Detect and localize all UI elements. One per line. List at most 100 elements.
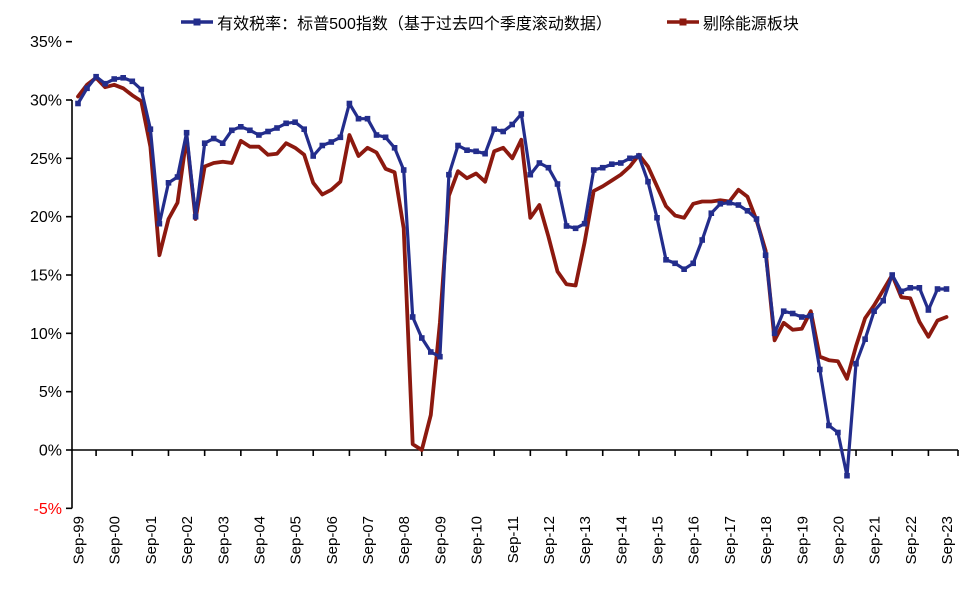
y-tick-label: 5% [39,384,62,401]
x-tick-label: Sep-14 [613,516,630,564]
axes [71,100,958,509]
data-point-marker [238,124,244,130]
data-point-marker [835,429,841,436]
data-point-marker [256,132,262,138]
data-point-marker [934,286,941,292]
data-point-marker [93,73,99,80]
data-point-marker [844,472,850,479]
legend-label: 有效税率：标普500指数（基于过去四个季度滚动数据） [217,16,612,33]
data-point-marker [84,85,90,92]
data-point-marker [428,349,434,355]
legend-label: 剔除能源板块 [702,16,799,33]
data-point-marker [663,257,669,263]
data-point-marker [500,128,506,135]
data-point-marker [808,313,814,319]
y-tick-label: 25% [30,151,62,168]
x-tick-label: Sep-07 [360,516,377,564]
data-point-marker [319,142,326,149]
x-tick-label: Sep-02 [179,516,196,564]
data-point-marker [717,201,724,207]
x-axis-ticks [95,450,959,456]
data-point-marker [645,178,651,185]
data-point-marker [826,422,832,429]
data-point-marker [618,160,624,166]
data-point-marker [373,132,380,138]
data-point-marker [871,308,877,314]
legend-line-marker-icon [181,18,214,26]
data-point-marker [762,252,769,258]
data-point-marker [735,202,742,208]
data-point-marker [853,360,859,367]
data-point-marker [310,153,316,159]
data-point-marker [446,171,452,178]
y-tick-label: 10% [30,326,62,343]
data-point-marker [572,225,579,232]
y-tick-label: 30% [30,93,62,110]
data-point-marker [780,308,787,314]
x-tick-label: Sep-01 [143,516,160,564]
data-point-marker [464,147,470,153]
data-point-marker [192,213,199,220]
data-point-marker [518,111,525,117]
data-point-marker [744,208,751,214]
data-point-marker [247,127,253,134]
data-point-marker [880,297,886,304]
data-point-marker [581,220,588,227]
data-point-marker [726,199,733,206]
x-tick-label: Sep-21 [867,516,884,564]
data-point-marker [265,128,271,135]
data-point-marker [355,115,362,122]
data-point-marker [400,167,407,173]
x-tick-label: Sep-05 [288,516,305,564]
chart-legend: 有效税率：标普500指数（基于过去四个季度滚动数据） 剔除能源板块 [0,10,979,34]
x-tick-label: Sep-04 [251,516,268,564]
data-point-marker [699,237,705,243]
data-point-marker [328,139,335,145]
data-point-marker [174,174,181,180]
x-tick-label: Sep-19 [794,516,811,564]
x-tick-label: Sep-12 [541,516,558,564]
data-point-marker [690,260,696,267]
data-point-marker [925,307,932,313]
data-point-marker [102,80,108,87]
data-point-marker [111,76,117,82]
data-point-marker [165,180,172,186]
data-point-marker [201,140,208,146]
data-point-marker [283,120,289,127]
data-point-marker [156,220,163,227]
data-point-marker [409,314,416,320]
data-point-marker [654,215,660,221]
data-point-marker [817,366,823,373]
data-point-marker [75,100,81,107]
data-point-marker [672,260,678,267]
series-sp500-effective-tax-rate [75,73,950,479]
data-point-marker [183,129,190,136]
data-point-marker [210,135,217,142]
legend-line-marker-icon [666,18,699,26]
x-tick-label: Sep-23 [939,516,956,564]
data-point-marker [563,223,570,229]
data-point-marker [437,353,443,360]
data-point-marker [627,155,633,162]
x-tick-label: Sep-13 [577,516,594,564]
data-point-marker [509,121,515,128]
x-tick-label: Sep-00 [107,516,124,564]
data-point-marker [889,272,895,278]
data-point-marker [799,314,805,320]
data-point-marker [455,142,461,149]
x-tick-label: Sep-20 [830,516,847,564]
data-point-marker [590,167,597,173]
x-tick-label: Sep-17 [722,516,739,564]
x-tick-label: Sep-22 [903,516,920,564]
y-axis-ticks: 35% 30% 25% 20% 15% 10% 5% 0% -5% [30,34,72,518]
data-point-marker [491,126,497,132]
y-tick-label: 20% [30,209,62,226]
data-point-marker [789,310,796,317]
data-point-marker [138,86,145,93]
x-tick-label: Sep-11 [505,516,522,563]
x-tick-label: Sep-10 [469,516,486,564]
data-point-marker [482,150,488,157]
data-point-marker [708,210,715,216]
